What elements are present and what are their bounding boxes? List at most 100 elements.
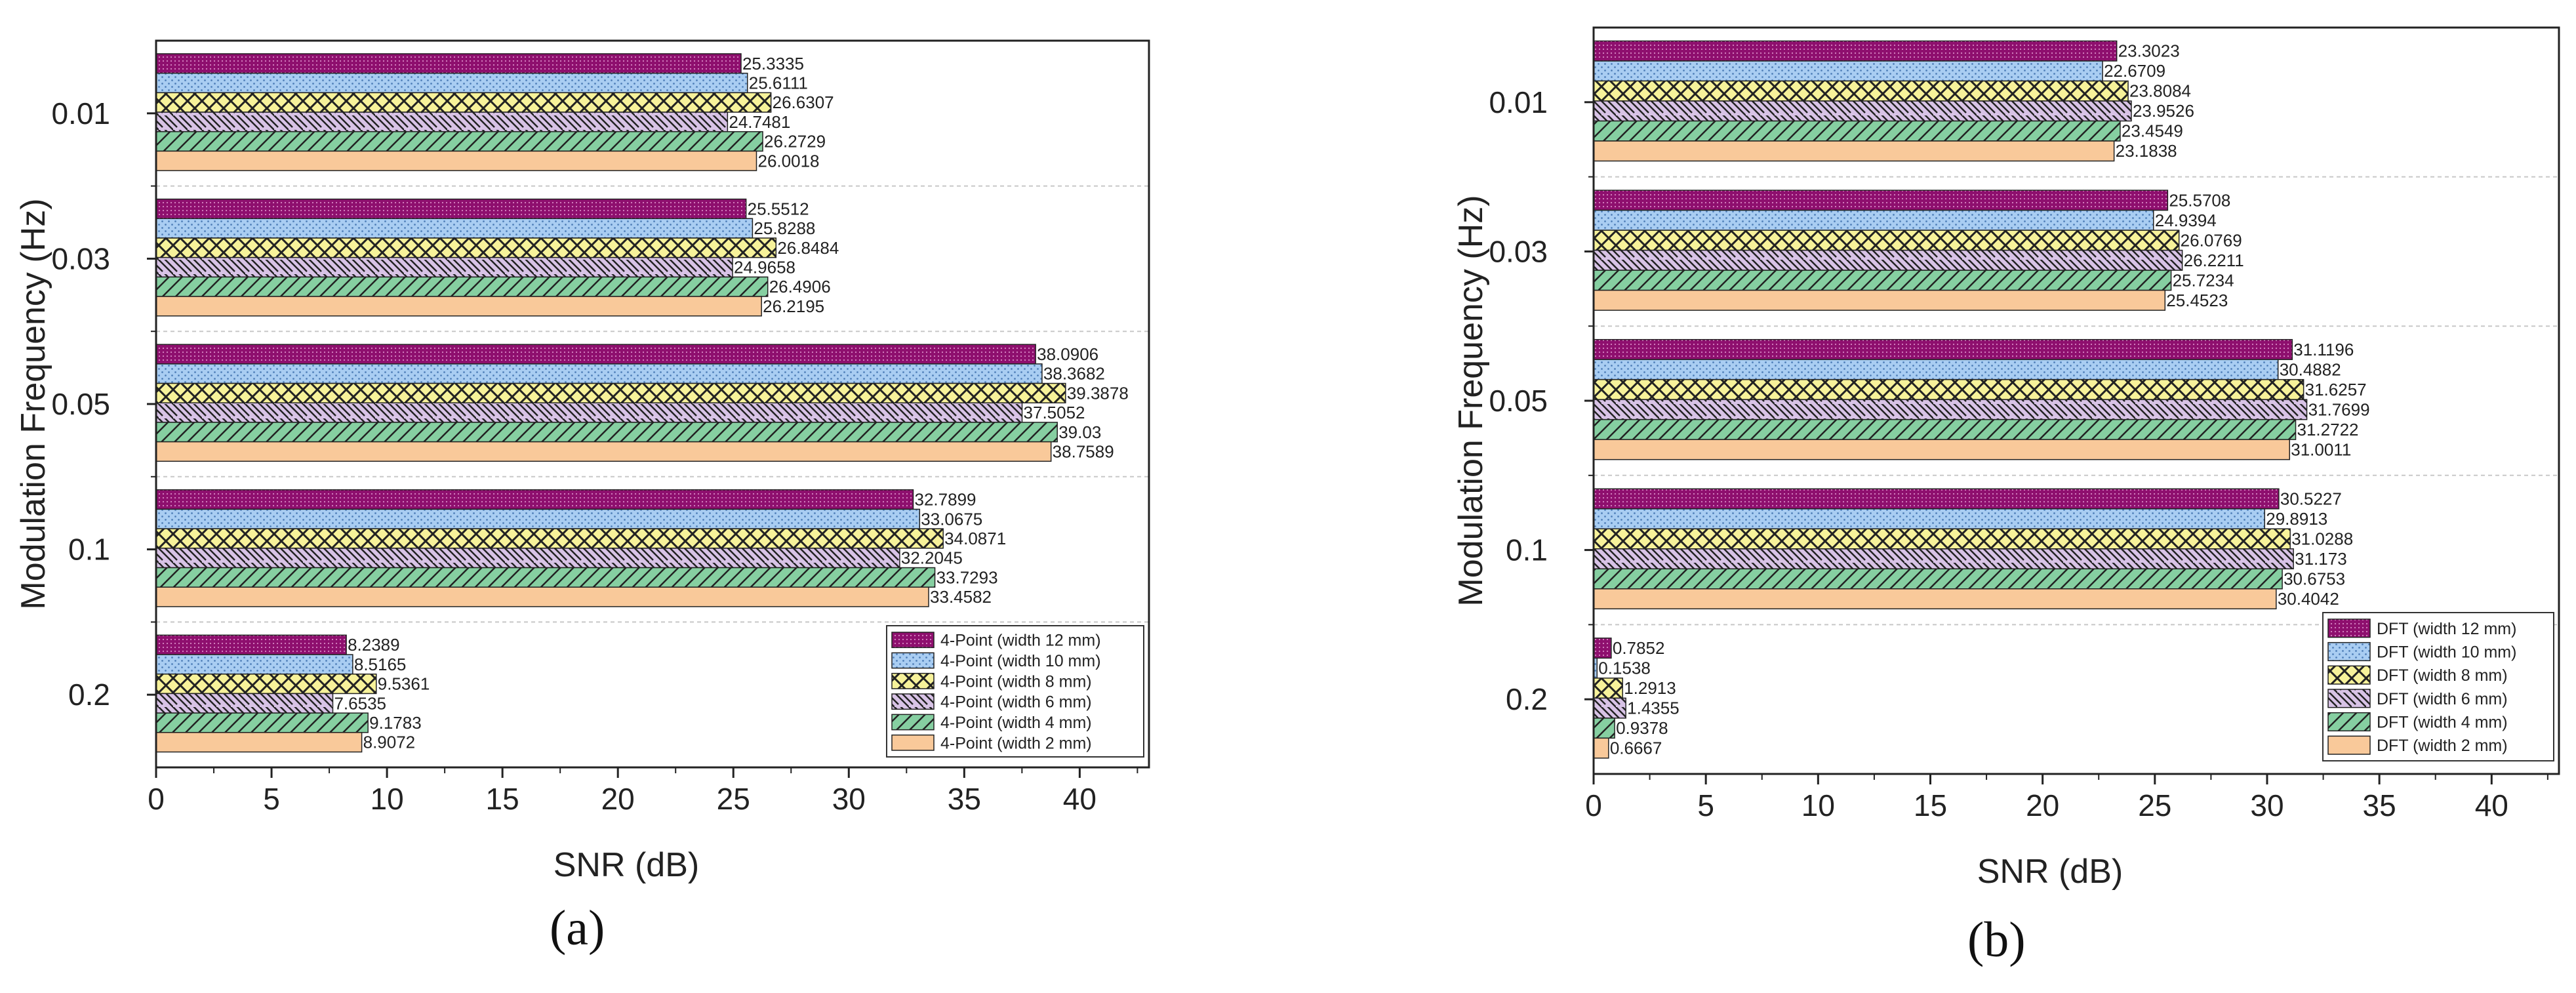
bar — [155, 732, 363, 753]
bar — [1593, 678, 1623, 699]
bar — [155, 198, 747, 219]
y-tick-label: 0.03 — [1489, 234, 1548, 268]
legend-label: DFT (width 2 mm) — [2377, 737, 2508, 755]
bar — [1593, 418, 2297, 440]
bar-value-label: 1.4355 — [1627, 699, 1680, 718]
legend-label: 4-Point (width 2 mm) — [940, 734, 1092, 752]
x-tick-label: 40 — [2475, 788, 2508, 822]
legend-swatch — [891, 672, 935, 689]
bar-value-label: 0.7852 — [1613, 638, 1665, 658]
bar-value-label: 22.6709 — [2104, 61, 2165, 81]
y-tick-label: 0.05 — [1489, 384, 1548, 418]
bar — [1593, 338, 2293, 360]
bar-value-label: 9.5361 — [378, 674, 430, 694]
x-tick-label: 30 — [2250, 788, 2284, 822]
bar — [155, 634, 347, 655]
legend-label: 4-Point (width 6 mm) — [940, 693, 1092, 712]
bar — [1593, 588, 2277, 610]
bar — [1593, 120, 2121, 142]
bar — [1593, 60, 2103, 82]
bar — [155, 344, 1036, 365]
bar — [1593, 718, 1615, 739]
bar — [155, 441, 1052, 462]
bar — [155, 237, 777, 258]
x-tick-label: 0 — [1585, 788, 1602, 822]
bar — [155, 296, 762, 317]
bar-value-label: 9.1783 — [369, 713, 422, 733]
legend-label: DFT (width 10 mm) — [2377, 643, 2516, 662]
bar-value-label: 26.2195 — [763, 296, 824, 316]
bar — [155, 256, 733, 278]
legend-swatch — [2327, 641, 2371, 662]
caption-b: (b) — [1967, 912, 2026, 967]
x-tick-label: 20 — [2026, 788, 2059, 822]
bar-value-label: 26.2211 — [2184, 251, 2244, 270]
bar-value-label: 23.1838 — [2116, 141, 2177, 161]
bar-value-label: 25.7234 — [2173, 270, 2234, 290]
x-tick-label: 15 — [1914, 788, 1947, 822]
bar-value-label: 39.3878 — [1067, 383, 1129, 403]
bar-value-label: 24.9394 — [2155, 211, 2217, 230]
x-tick-label: 30 — [832, 782, 866, 816]
y-tick-label: 0.03 — [51, 241, 110, 275]
bar-value-label: 31.1196 — [2293, 340, 2354, 359]
bar-value-label: 23.8084 — [2129, 81, 2191, 101]
legend-label: DFT (width 6 mm) — [2377, 690, 2508, 708]
bar-value-label: 30.6753 — [2284, 569, 2345, 589]
legend-swatch — [891, 714, 935, 731]
bar-value-label: 1.2913 — [1624, 678, 1676, 698]
bar — [155, 489, 914, 510]
bar-value-label: 26.2729 — [764, 132, 826, 152]
legend-label: DFT (width 4 mm) — [2377, 714, 2508, 732]
bar — [155, 131, 763, 152]
x-tick-label: 20 — [601, 782, 635, 816]
bar — [1593, 190, 2169, 211]
bar-value-label: 34.0871 — [944, 529, 1006, 548]
bar — [1593, 528, 2291, 550]
bar-value-label: 8.9072 — [363, 733, 416, 752]
bar — [155, 548, 900, 569]
x-tick-label: 10 — [371, 782, 404, 816]
legend-swatch — [891, 693, 935, 710]
legend-swatch — [2327, 665, 2371, 685]
bar — [155, 218, 754, 239]
bar-value-label: 31.0288 — [2291, 529, 2353, 549]
bar-value-label: 0.9378 — [1616, 718, 1668, 738]
bar-value-label: 23.3023 — [2118, 41, 2180, 61]
x-tick-label: 10 — [1801, 788, 1835, 822]
y-tick-label: 0.1 — [68, 533, 110, 567]
bar — [1593, 249, 2183, 271]
bar-value-label: 26.8484 — [777, 238, 839, 258]
bar-value-label: 0.6667 — [1610, 739, 1662, 758]
x-axis-title: SNR (dB) — [553, 846, 699, 884]
x-tick-label: 25 — [717, 782, 750, 816]
y-tick-label: 0.05 — [51, 387, 110, 421]
bar — [155, 382, 1066, 403]
legend-swatch — [891, 632, 935, 649]
bar-value-label: 31.0011 — [2291, 439, 2351, 459]
x-tick-label: 5 — [263, 782, 280, 816]
bar-value-label: 32.7899 — [915, 490, 976, 510]
bar-value-label: 39.03 — [1058, 422, 1101, 442]
bar-value-label: 25.5512 — [748, 199, 809, 218]
bar-value-label: 0.1538 — [1598, 659, 1651, 678]
x-axis-title: SNR (dB) — [1977, 853, 2123, 891]
x-tick-label: 25 — [2138, 788, 2171, 822]
x-tick-label: 35 — [948, 782, 981, 816]
bar — [155, 53, 742, 74]
bar — [155, 586, 929, 607]
bar — [1593, 548, 2294, 570]
bar-value-label: 30.4042 — [2278, 589, 2339, 609]
bar — [1593, 209, 2154, 231]
bar — [155, 72, 748, 94]
bar-value-label: 32.2045 — [901, 548, 963, 568]
bar-value-label: 31.173 — [2295, 549, 2347, 569]
bar — [1593, 638, 1612, 659]
bar — [1593, 737, 1609, 759]
bar — [1593, 140, 2115, 162]
bar — [1593, 399, 2308, 420]
bar-value-label: 38.7589 — [1053, 441, 1114, 461]
bar — [1593, 697, 1626, 719]
bar — [155, 276, 769, 297]
bar — [155, 363, 1043, 384]
